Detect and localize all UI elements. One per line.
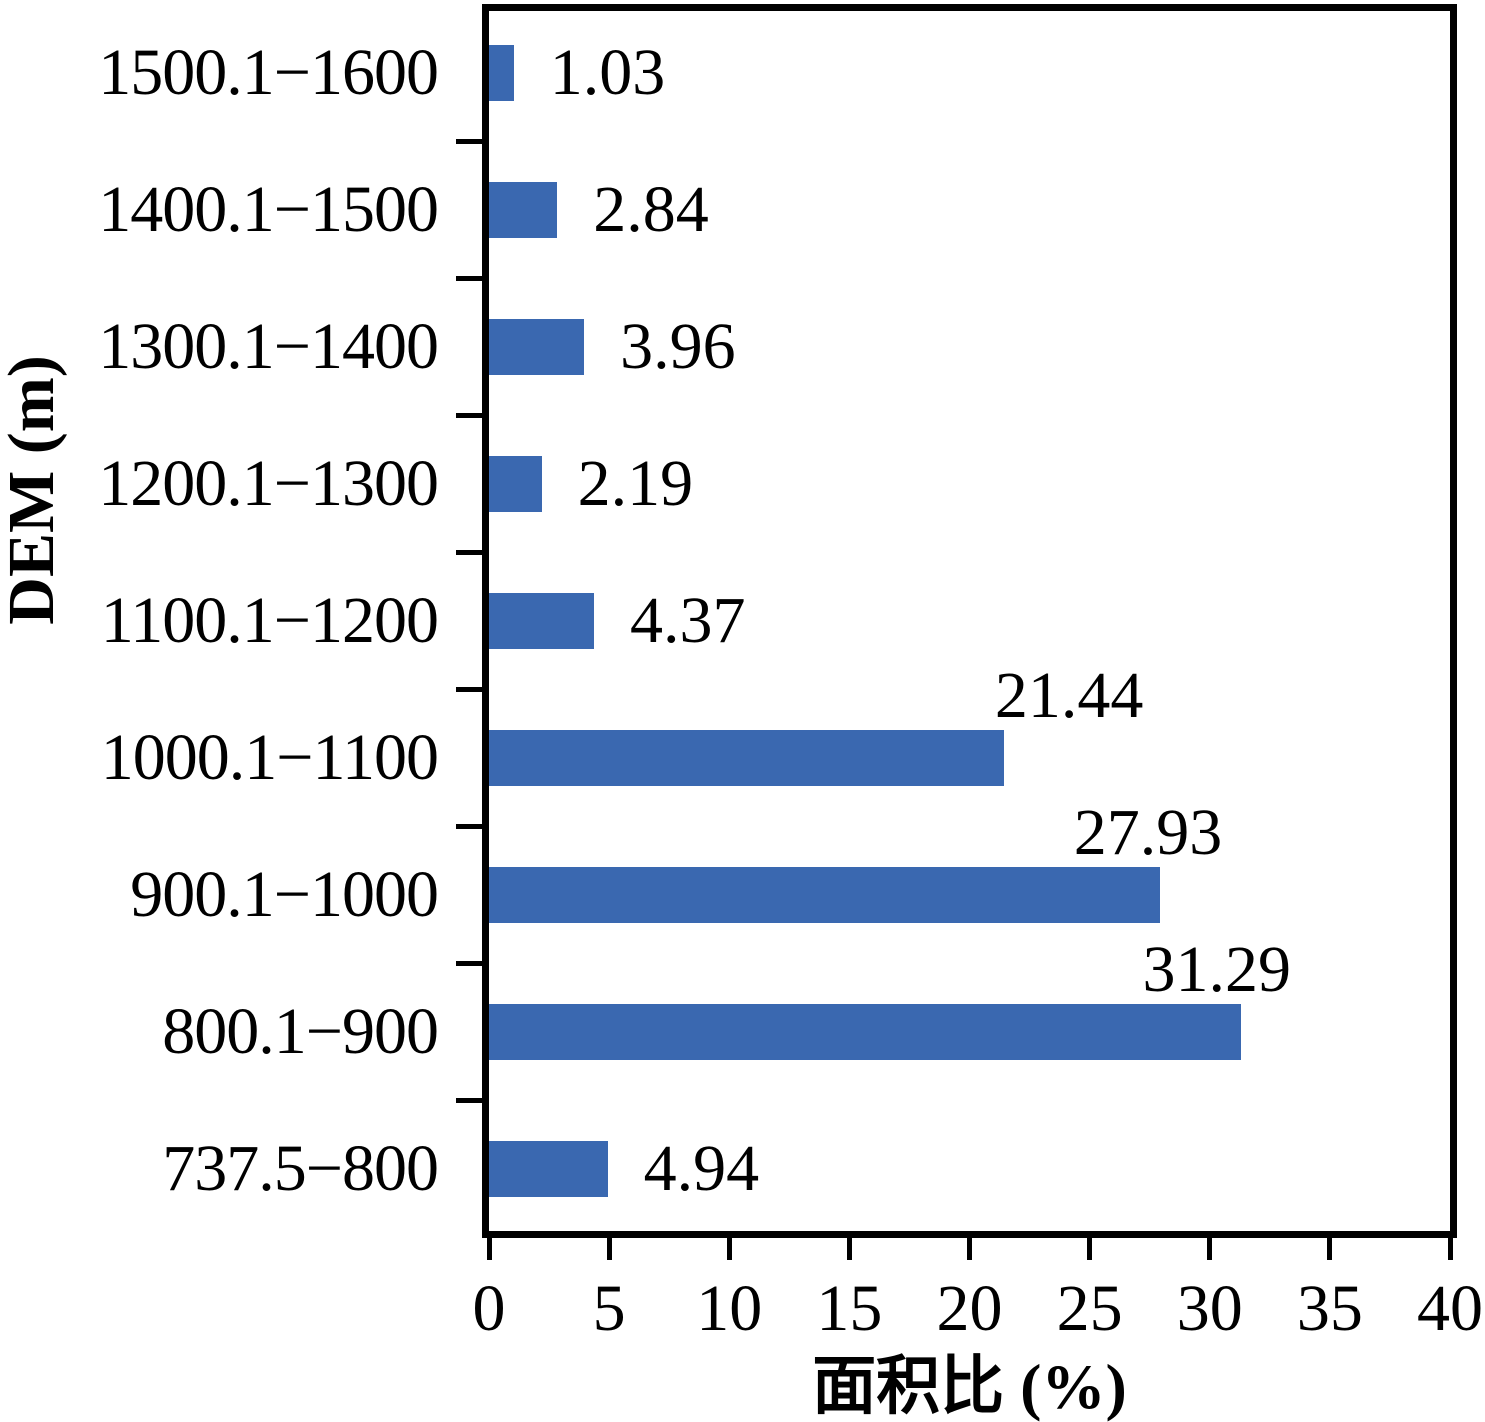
y-axis-tick xyxy=(456,412,482,418)
bar xyxy=(489,44,514,101)
bar-value-label: 4.37 xyxy=(629,584,746,657)
bar xyxy=(489,1141,608,1198)
y-category-label: 1500.1−1600 xyxy=(98,35,439,109)
y-category-label: 800.1−900 xyxy=(162,995,439,1069)
bar xyxy=(489,867,1161,924)
y-axis-tick xyxy=(456,275,482,281)
bar xyxy=(489,455,542,512)
x-tick-label: 5 xyxy=(592,1272,626,1345)
bar-value-label: 21.44 xyxy=(994,659,1144,733)
x-tick-label: 25 xyxy=(1056,1272,1123,1345)
bar-value-label: 31.29 xyxy=(1142,933,1291,1007)
bar xyxy=(489,1004,1241,1061)
bar xyxy=(489,181,558,238)
x-tick-label: 0 xyxy=(472,1272,506,1345)
bar-value-label: 3.96 xyxy=(620,309,736,383)
x-tick-label: 10 xyxy=(696,1272,763,1345)
x-axis-tick xyxy=(1327,1238,1333,1260)
x-axis-tick xyxy=(486,1238,492,1260)
x-axis-tick xyxy=(726,1238,732,1260)
bar-value-label: 27.93 xyxy=(1073,796,1223,870)
x-tick-label: 15 xyxy=(816,1272,883,1345)
y-category-label: 1000.1−1100 xyxy=(100,721,439,795)
y-category-label: 737.5−800 xyxy=(162,1132,439,1206)
x-axis-tick xyxy=(967,1238,972,1260)
x-axis-tick xyxy=(1087,1238,1093,1260)
x-axis-tick xyxy=(606,1238,612,1260)
y-axis-tick xyxy=(456,549,482,555)
bar xyxy=(489,730,1005,787)
bar xyxy=(489,318,585,375)
y-category-label: 1400.1−1500 xyxy=(98,172,439,246)
y-axis-tick xyxy=(456,138,482,144)
bar-value-label: 2.19 xyxy=(577,446,694,520)
x-tick-label: 35 xyxy=(1296,1272,1363,1345)
bar-value-label: 4.94 xyxy=(643,1132,760,1206)
y-category-label: 1100.1−1200 xyxy=(100,584,439,657)
y-axis-tick xyxy=(456,1098,482,1104)
bar-value-label: 2.84 xyxy=(593,172,709,246)
x-axis-tick xyxy=(1447,1238,1453,1260)
x-axis-tick xyxy=(846,1238,852,1260)
x-tick-label: 40 xyxy=(1417,1272,1483,1345)
x-axis-title: 面积比 (%) xyxy=(812,1351,1127,1422)
y-category-label: 1200.1−1300 xyxy=(98,446,439,520)
x-tick-label: 30 xyxy=(1176,1272,1243,1345)
y-axis-tick xyxy=(456,961,482,967)
y-axis-tick xyxy=(456,824,482,830)
x-axis-tick xyxy=(1207,1238,1213,1260)
y-category-label: 1300.1−1400 xyxy=(98,309,439,383)
bar xyxy=(489,593,594,649)
y-category-label: 900.1−1000 xyxy=(130,858,439,932)
x-tick-label: 20 xyxy=(936,1272,1003,1345)
y-axis-tick xyxy=(456,687,482,693)
bar-value-label: 1.03 xyxy=(549,35,666,109)
